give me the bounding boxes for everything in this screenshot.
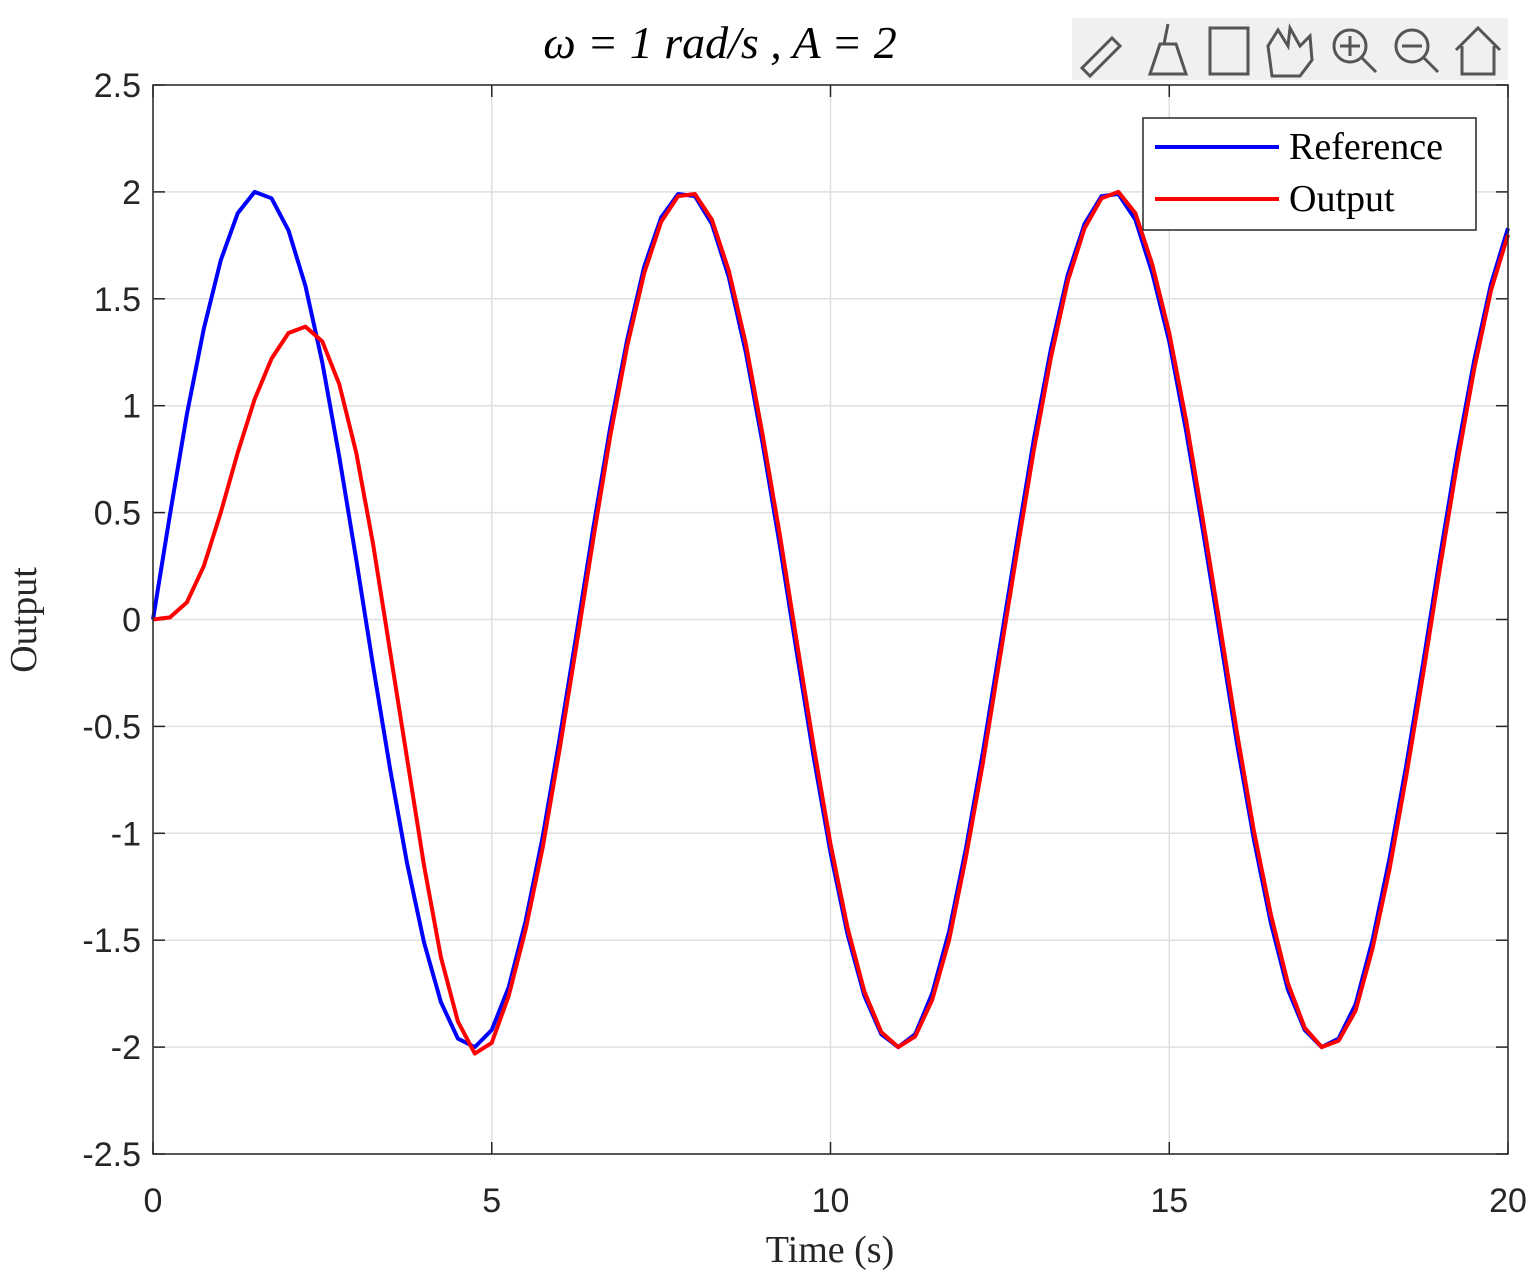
y-axis-label: Output bbox=[3, 567, 45, 673]
brush-icon[interactable] bbox=[1147, 23, 1189, 76]
legend-label: Output bbox=[1289, 178, 1395, 220]
axes-box bbox=[152, 84, 1509, 1155]
plot-area: -2.5 -2 -1.5 -1 -0.5 0 0.5 1 1.5 2 2.5 0 5 10 15 20 Refe… bbox=[82, 67, 1527, 1220]
x-tick-label: 15 bbox=[1150, 1182, 1188, 1220]
edit-icon[interactable] bbox=[1079, 35, 1123, 79]
y-tick-label: -1.5 bbox=[82, 922, 141, 960]
y-tick-label: 2.5 bbox=[94, 67, 141, 105]
y-tick-label: -2.5 bbox=[82, 1136, 141, 1174]
y-tick-label: 0 bbox=[122, 602, 141, 640]
x-tick-label: 20 bbox=[1489, 1182, 1527, 1220]
datatip-icon[interactable] bbox=[1208, 26, 1250, 76]
zoom-out-icon[interactable] bbox=[1394, 28, 1430, 64]
y-tick-label: -1 bbox=[111, 815, 141, 853]
chart-title: ω = 1 rad/s , A = 2 bbox=[543, 17, 897, 68]
y-tick-label: 1 bbox=[122, 388, 141, 426]
x-axis-label: Time (s) bbox=[766, 1229, 894, 1271]
toolbar-icons bbox=[1079, 23, 1502, 79]
home-icon[interactable] bbox=[1454, 25, 1502, 76]
x-tick-label: 10 bbox=[812, 1182, 850, 1220]
x-tick-label: 5 bbox=[482, 1182, 501, 1220]
y-tick-label: -2 bbox=[111, 1029, 141, 1067]
legend-label: Reference bbox=[1289, 126, 1443, 168]
y-tick-label: -0.5 bbox=[82, 708, 141, 746]
series-line bbox=[152, 189, 1510, 1056]
toolbar bbox=[1072, 18, 1508, 80]
y-tick-label: 2 bbox=[122, 174, 141, 212]
y-tick-label: 1.5 bbox=[94, 281, 141, 319]
zoom-in-icon[interactable] bbox=[1332, 28, 1368, 64]
pan-icon[interactable] bbox=[1266, 23, 1314, 78]
legend: Reference Output bbox=[1142, 117, 1477, 231]
y-tick-label: 0.5 bbox=[94, 495, 141, 533]
legend-box bbox=[1142, 117, 1477, 231]
x-tick-label: 0 bbox=[144, 1182, 163, 1220]
